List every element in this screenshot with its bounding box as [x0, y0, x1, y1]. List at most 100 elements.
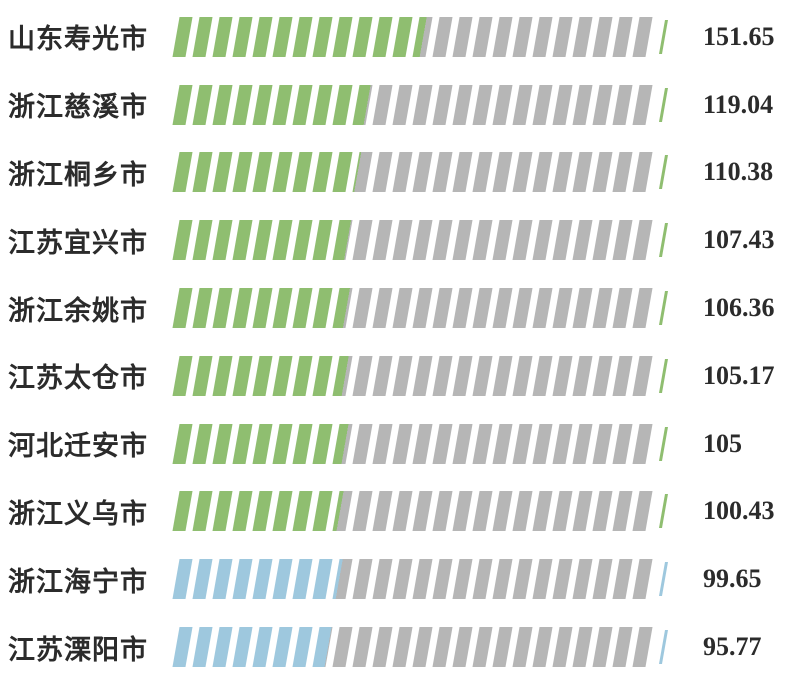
bar-segment	[452, 84, 473, 125]
value-label: 119.04	[703, 89, 774, 119]
bar-segment	[252, 559, 273, 600]
bar-segment	[512, 16, 533, 57]
chart-row: 河北迁安市 105	[0, 410, 800, 478]
city-label: 河北迁安市	[8, 431, 148, 462]
bar-segment	[172, 491, 193, 532]
bar-segment	[572, 559, 593, 600]
bar-segment	[332, 288, 353, 329]
bar-segment	[232, 627, 253, 668]
bar-segment	[492, 491, 513, 532]
bar-segment	[612, 559, 633, 600]
bar-segment	[392, 355, 413, 396]
bar-segment	[592, 84, 613, 125]
bar-segment	[272, 84, 293, 125]
bar-segment	[272, 627, 293, 668]
bar-segment	[572, 491, 593, 532]
bar-segment	[392, 559, 413, 600]
bar-segment	[232, 220, 253, 261]
bar-segment	[572, 84, 593, 125]
bar-segment	[212, 152, 233, 193]
bar-segment	[332, 627, 353, 668]
bar-segment	[472, 355, 493, 396]
bar-segment	[192, 559, 213, 600]
chart-row: 江苏太仓市 105.17	[0, 342, 800, 410]
bar-segment	[312, 559, 333, 600]
bar-end-cap	[659, 291, 668, 326]
bar-segment	[472, 84, 493, 125]
bar-segment	[452, 355, 473, 396]
city-label: 浙江余姚市	[8, 295, 148, 326]
value-label: 106.36	[703, 293, 775, 323]
bar-segment	[612, 152, 633, 193]
city-label: 江苏溧阳市	[8, 634, 148, 665]
bar-segment	[412, 627, 433, 668]
bar-segment	[312, 220, 333, 261]
segmented-bar	[172, 152, 668, 193]
bar-segment	[612, 491, 633, 532]
bar-segment	[392, 288, 413, 329]
bar-end-cap	[659, 19, 668, 54]
bar-segment	[432, 355, 453, 396]
bar-segment	[472, 220, 493, 261]
bar-segment	[212, 627, 233, 668]
value-label: 105	[703, 428, 742, 458]
bar-segment	[412, 84, 433, 125]
bar-segment	[352, 152, 373, 193]
city-label: 江苏宜兴市	[8, 227, 148, 258]
bar-segment	[272, 355, 293, 396]
bar-segment	[352, 559, 373, 600]
bar-segment	[312, 84, 333, 125]
bar-segment	[392, 423, 413, 464]
bar-segment	[592, 355, 613, 396]
bar-segment	[232, 288, 253, 329]
bar-segment	[252, 288, 273, 329]
segmented-bar	[172, 627, 668, 668]
bar-segment	[572, 152, 593, 193]
bar-segment	[252, 220, 273, 261]
chart-row: 浙江桐乡市 110.38	[0, 139, 800, 207]
bar-segment	[532, 220, 553, 261]
bar-segment	[492, 288, 513, 329]
bar-segment	[172, 16, 193, 57]
bar-segment	[472, 16, 493, 57]
bar-segment	[592, 220, 613, 261]
bar-segment	[272, 288, 293, 329]
bar-segment	[252, 84, 273, 125]
bar-segment	[392, 220, 413, 261]
chart-row: 浙江慈溪市 119.04	[0, 71, 800, 139]
bar-segment	[172, 423, 193, 464]
bar-segment	[592, 16, 613, 57]
bar-segment	[512, 423, 533, 464]
bar-end-cap	[659, 494, 668, 529]
bar-segment	[452, 491, 473, 532]
bar-segment	[532, 84, 553, 125]
bar-segment	[472, 627, 493, 668]
bar-segment	[392, 491, 413, 532]
bar-segment	[632, 16, 653, 57]
bar-segment	[212, 220, 233, 261]
value-label: 99.65	[703, 564, 762, 594]
segmented-bar	[172, 559, 668, 600]
bar-segment	[612, 355, 633, 396]
bar-segment	[512, 84, 533, 125]
bar-segment	[472, 288, 493, 329]
bar-segment	[492, 355, 513, 396]
bar-segment	[252, 491, 273, 532]
bar-segment	[612, 627, 633, 668]
bar-segment	[412, 355, 433, 396]
segmented-bar	[172, 355, 668, 396]
bar-segment	[612, 16, 633, 57]
segmented-bar	[172, 491, 668, 532]
bar-segment	[372, 16, 393, 57]
bar-segment	[492, 627, 513, 668]
bar-segment	[272, 152, 293, 193]
bar-segment	[352, 16, 373, 57]
chart-row: 江苏溧阳市 95.77	[0, 613, 800, 681]
bar-segment	[292, 220, 313, 261]
bar-end-cap	[659, 223, 668, 258]
bar-segment	[332, 355, 353, 396]
bar-segment	[292, 355, 313, 396]
bar-segment	[632, 355, 653, 396]
bar-segment	[252, 627, 273, 668]
